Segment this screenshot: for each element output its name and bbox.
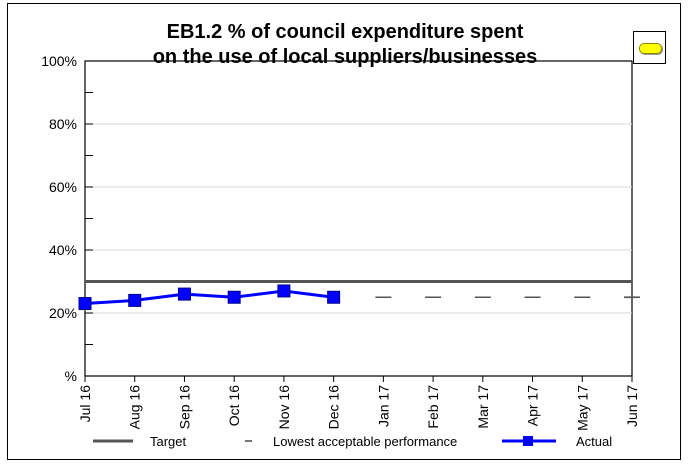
y-tick-label: 80% xyxy=(49,116,77,132)
legend-actual-label: Actual xyxy=(576,434,612,449)
chart-frame: EB1.2 % of council expenditure spent on … xyxy=(7,3,681,460)
actual-point xyxy=(128,293,142,307)
x-tick-label: Sep 16 xyxy=(176,385,192,430)
x-tick-label: Feb 17 xyxy=(425,385,441,429)
actual-series-line xyxy=(84,289,334,306)
actual-point xyxy=(327,290,341,304)
actual-point xyxy=(78,297,92,311)
x-tick-label: Jan 17 xyxy=(375,385,391,427)
y-tick-label: 20% xyxy=(49,305,77,321)
y-tick-label: 100% xyxy=(41,53,77,69)
x-tick-label: Nov 16 xyxy=(276,385,292,430)
legend-actual-marker xyxy=(523,436,533,446)
actual-point xyxy=(177,287,191,301)
y-tick-label: 40% xyxy=(49,242,77,258)
x-tick-label: Dec 16 xyxy=(326,385,342,430)
x-tick-label: Aug 16 xyxy=(127,385,143,430)
status-indicator xyxy=(633,31,666,64)
plot-area xyxy=(84,60,633,377)
legend-lowest-label: Lowest acceptable performance xyxy=(273,434,457,449)
chart-title-line-1: EB1.2 % of council expenditure spent xyxy=(166,21,524,43)
x-tick-label: May 17 xyxy=(574,385,590,431)
y-tick-label: % xyxy=(65,368,77,384)
x-tick-label: Oct 16 xyxy=(226,385,242,426)
x-tick-label: Jul 16 xyxy=(77,385,93,423)
legend-target-label: Target xyxy=(150,434,187,449)
status-pill-icon xyxy=(639,43,662,54)
y-tick-label: 60% xyxy=(49,179,77,195)
chart-title-line-2: on the use of local suppliers/businesses xyxy=(152,46,538,68)
x-tick-label: Mar 17 xyxy=(475,385,491,429)
actual-point xyxy=(277,284,291,298)
x-tick-label: Jun 17 xyxy=(624,385,640,427)
chart-title: EB1.2 % of council expenditure spent on … xyxy=(8,20,682,70)
actual-point xyxy=(227,290,241,304)
line-chart: % 20% 40% 60% 80% 100% Jul 16 Aug 16 Sep 16 Oct 1… xyxy=(41,53,640,449)
x-tick-label: Apr 17 xyxy=(525,385,541,426)
